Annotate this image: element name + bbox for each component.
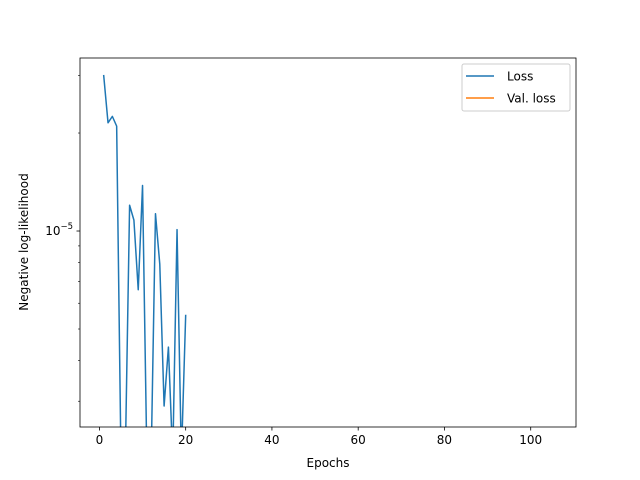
legend-label-val-loss: Val. loss (507, 92, 556, 106)
plot-frame (79, 57, 577, 428)
y-axis: 10−5 (45, 75, 80, 402)
series-line-loss (102, 74, 187, 427)
y-axis-label: Negative log-likelihood (17, 173, 31, 310)
x-tick-label: 80 (437, 433, 452, 447)
legend-label-loss: Loss (507, 70, 533, 84)
x-tick-label: 40 (264, 433, 279, 447)
x-tick-label: 100 (519, 433, 542, 447)
x-tick-label: 60 (351, 433, 366, 447)
x-tick-label: 0 (96, 433, 104, 447)
x-axis-label: Epochs (307, 456, 350, 470)
y-tick-label: 10−5 (45, 222, 73, 238)
x-axis: 0 20 40 60 80 100 (96, 427, 542, 447)
x-tick-label: 20 (178, 433, 193, 447)
legend: Loss Val. loss (461, 63, 571, 112)
series-layer (102, 74, 187, 427)
